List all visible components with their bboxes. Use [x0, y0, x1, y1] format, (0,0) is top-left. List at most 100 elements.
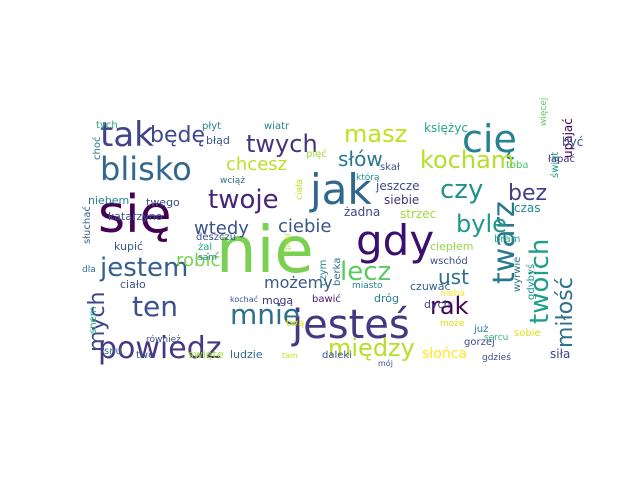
cloud-word: między	[328, 334, 415, 362]
cloud-word: siła	[550, 347, 570, 361]
cloud-word: chcesz	[226, 154, 287, 175]
cloud-word: snu	[104, 346, 122, 357]
cloud-word: gdzieś	[482, 352, 511, 363]
cloud-word: ten	[132, 290, 178, 323]
cloud-word: wciąż	[220, 176, 245, 186]
cloud-word: płyt	[202, 121, 221, 132]
cloud-word: bram	[494, 234, 520, 245]
cloud-word: skał	[380, 162, 400, 173]
cloud-word: sam	[198, 253, 217, 263]
cloud-word: dych	[424, 298, 451, 311]
cloud-word: wtedy	[194, 218, 249, 239]
cloud-word: daleki	[322, 350, 352, 361]
cloud-word: jak	[309, 165, 372, 214]
cloud-word: czas	[514, 201, 541, 215]
cloud-word: kupić	[114, 240, 143, 253]
cloud-word: żadna	[344, 205, 380, 219]
cloud-word: blisko	[100, 150, 192, 188]
cloud-word: twoje	[208, 185, 279, 215]
cloud-word: ciała	[295, 179, 305, 200]
cloud-word: mogą	[262, 294, 293, 307]
cloud-word: jeszcze	[375, 179, 420, 193]
cloud-word: czy	[440, 175, 483, 205]
cloud-word: sercu	[484, 333, 508, 343]
cloud-word: miasto	[352, 281, 383, 291]
cloud-word: masz	[344, 120, 407, 148]
cloud-word: wschód	[430, 255, 468, 267]
cloud-word: tam	[282, 351, 298, 360]
cloud-word: jesteś	[291, 302, 410, 348]
cloud-word: powiedz	[98, 331, 222, 366]
cloud-word: strzec	[400, 207, 436, 221]
cloud-word: łapać	[548, 153, 575, 165]
cloud-word: bez	[508, 181, 547, 206]
cloud-word: niebem	[88, 194, 129, 207]
cloud-word: mój	[378, 358, 393, 368]
cloud-word: pięć	[306, 148, 327, 160]
cloud-word: byle	[456, 210, 507, 238]
cloud-word: również	[146, 334, 181, 345]
cloud-word: gdybyś	[525, 264, 537, 300]
cloud-word: twego	[146, 196, 180, 209]
cloud-word: dróg	[374, 292, 399, 305]
cloud-word: tych	[96, 120, 118, 131]
cloud-word: snem	[88, 307, 99, 334]
cloud-word: toba	[506, 160, 529, 171]
cloud-word: błąd	[206, 134, 230, 147]
cloud-word: kochać	[230, 294, 258, 304]
cloud-word: się	[98, 185, 172, 245]
cloud-word: tak	[100, 115, 154, 155]
cloud-word: może	[440, 319, 465, 329]
cloud-word: twą	[286, 318, 304, 329]
cloud-word: ciebie	[278, 216, 331, 237]
cloud-word: ciepłem	[430, 240, 473, 253]
cloud-word: twych	[246, 130, 318, 158]
cloud-word: słów	[338, 147, 383, 171]
cloud-word: jestem	[99, 253, 188, 283]
cloud-word: wyrwie	[512, 257, 523, 292]
cloud-word: gdy	[356, 216, 434, 265]
cloud-word: wiatr	[264, 121, 290, 132]
cloud-word: nieba	[440, 289, 465, 299]
cloud-word: dla	[82, 265, 96, 275]
cloud-word: więcej	[539, 98, 549, 126]
cloud-word: deszczu	[196, 232, 236, 243]
cloud-word: być	[562, 135, 583, 149]
cloud-word: będę	[150, 123, 205, 148]
cloud-word: żal	[198, 242, 212, 253]
cloud-word: mych	[85, 292, 110, 353]
cloud-word: słońca	[422, 346, 467, 362]
cloud-word: robić	[176, 250, 220, 271]
cloud-word: cię	[462, 117, 517, 161]
cloud-word: bawić	[312, 293, 341, 305]
cloud-word: berka	[332, 258, 343, 286]
cloud-word: już	[473, 324, 488, 335]
cloud-word: twoich	[525, 239, 555, 324]
cloud-word: poki	[283, 233, 292, 250]
cloud-word: kocham	[420, 146, 514, 174]
cloud-word: księżyc	[424, 121, 468, 135]
cloud-word: ust	[438, 265, 469, 289]
cloud-word: sobie	[514, 328, 541, 339]
cloud-word: miłość	[553, 277, 578, 348]
cloud-word: twarz	[487, 201, 522, 284]
cloud-word: rak	[430, 292, 469, 320]
cloud-word: czym	[318, 260, 329, 286]
cloud-word: święte	[188, 348, 224, 361]
cloud-word: ludzie	[230, 348, 263, 361]
cloud-word: siebie	[384, 193, 419, 207]
cloud-word: ciało	[120, 278, 146, 291]
cloud-word: twe	[136, 350, 154, 361]
cloud-word: upajać	[561, 118, 575, 158]
cloud-word: lecz	[340, 257, 391, 287]
cloud-word: świat	[549, 152, 561, 178]
cloud-word: słuchać	[81, 206, 93, 244]
cloud-word: mnie	[230, 298, 300, 331]
cloud-word: możemy	[264, 273, 333, 292]
cloud-word: nie	[216, 214, 314, 288]
cloud-word: katarzyno	[108, 210, 163, 223]
cloud-word: czuwać	[410, 280, 451, 293]
cloud-word: która	[356, 172, 379, 183]
cloud-word: gorzej	[464, 337, 495, 348]
